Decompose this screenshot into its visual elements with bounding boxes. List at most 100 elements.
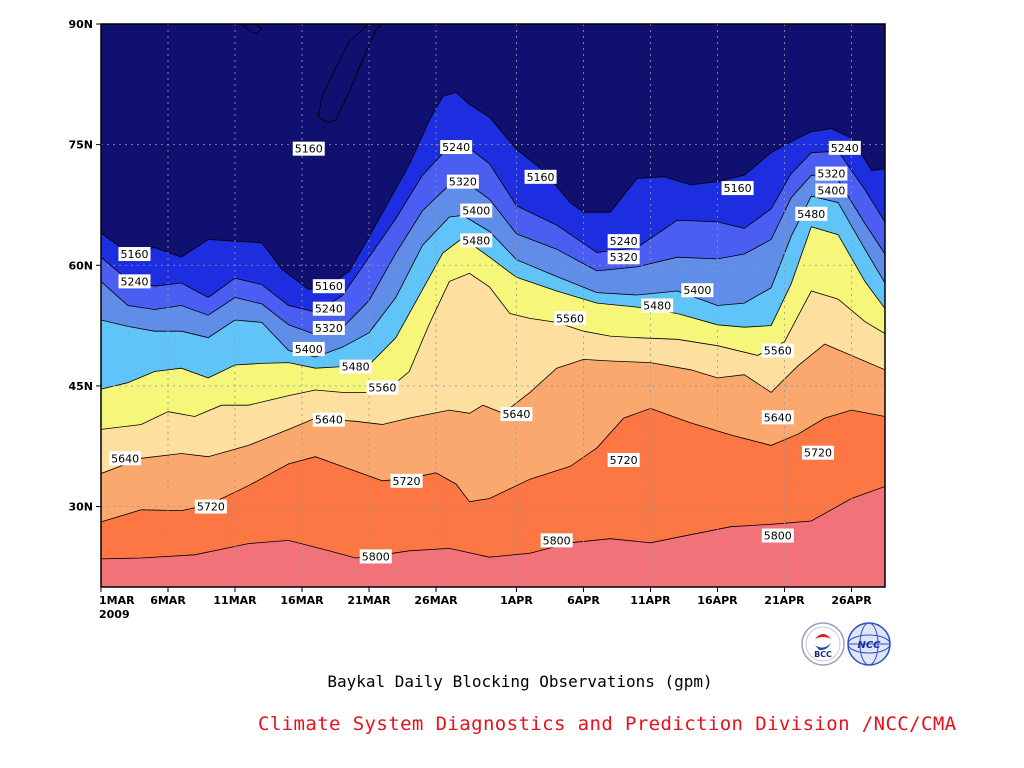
contour-label-bg [460, 203, 493, 218]
contour-label: 5240 [831, 142, 859, 155]
contour-line-5720 [101, 407, 885, 523]
contour-label: 5240 [610, 235, 638, 248]
contour-label-bg [194, 499, 227, 514]
contour-label-bg [681, 283, 714, 298]
contour-label-bg [292, 141, 325, 156]
contour-label-bg [118, 247, 151, 262]
contour-label: 5560 [556, 312, 584, 325]
contour-label-bg [795, 206, 828, 221]
x-tick-label: 1MAR [99, 594, 135, 607]
contour-label: 5480 [462, 234, 490, 247]
x-tick-label: 16MAR [280, 594, 324, 607]
x-tick-label: 16APR [697, 594, 738, 607]
contour-label-bg [292, 341, 325, 356]
contour-label-bg [815, 166, 848, 181]
contour-line-5160 [317, 24, 383, 123]
contour-fill-5160 [318, 24, 383, 123]
contour-label-bg [828, 140, 861, 155]
contour-label: 5560 [764, 345, 792, 358]
contour-label: 5320 [817, 168, 845, 181]
y-tick-label: 75N [68, 139, 93, 152]
contour-label: 5240 [121, 275, 149, 288]
contour-label: 5720 [393, 475, 421, 488]
svg-text:NCC: NCC [857, 640, 881, 651]
contour-label-bg [554, 311, 587, 326]
contour-label: 5480 [342, 361, 370, 374]
contour-label-bg [359, 549, 392, 564]
contour-fill-5160 [241, 24, 262, 34]
bcc-logo: BCC [801, 622, 845, 666]
contour-label: 5400 [817, 184, 845, 197]
contour-label-bg [540, 533, 573, 548]
contour-label: 5400 [683, 284, 711, 297]
contour-label-bg [761, 410, 794, 425]
contour-label-bg [312, 301, 345, 316]
chart-caption: Baykal Daily Blocking Observations (gpm) [327, 672, 713, 691]
svg-text:BCC: BCC [814, 650, 832, 659]
contour-label-bg [312, 412, 345, 427]
contour-label-bg [446, 174, 479, 189]
contour-label: 5240 [442, 141, 470, 154]
contour-label: 5160 [724, 182, 752, 195]
x-year-label: 2009 [99, 608, 130, 621]
contour-label-bg [607, 234, 640, 249]
contour-fill-5160 [101, 24, 885, 290]
contour-label: 5160 [121, 248, 149, 261]
contour-label: 5320 [449, 176, 477, 189]
y-tick-label: 30N [68, 501, 93, 514]
x-tick-label: 11APR [630, 594, 671, 607]
contour-label: 5160 [295, 143, 323, 156]
contour-label-bg [801, 445, 834, 460]
axis-ticks: 1MAR 6MAR 11MAR 16MAR 21MAR 26MAR 1APR 6APR 11AP… [68, 18, 872, 621]
y-tick-label: 90N [68, 18, 93, 31]
contour-label: 5640 [315, 414, 343, 427]
contour-label-bg [607, 452, 640, 467]
contour-labels: 5160 5240 5640 5720 5160 5160 5240 5320 5400 5480… [109, 140, 861, 564]
contour-label: 5720 [804, 447, 832, 460]
contour-label: 5800 [362, 550, 390, 563]
contour-label-bg [761, 528, 794, 543]
contour-label-bg [312, 321, 345, 336]
contour-label: 5320 [610, 251, 638, 264]
plot-frame [100, 23, 886, 588]
contour-label: 5640 [764, 411, 792, 424]
contour-line-5640 [101, 343, 885, 474]
contour-label: 5400 [295, 343, 323, 356]
contour-label-bg [524, 169, 557, 184]
x-tick-label: 11MAR [213, 594, 257, 607]
y-tick-label: 60N [68, 259, 93, 272]
contour-label-bg [339, 359, 372, 374]
contour-label-bg [460, 233, 493, 248]
contour-label-bg [607, 250, 640, 265]
contour-label-bg [440, 140, 473, 155]
contour-label-bg [109, 451, 142, 466]
x-tick-label: 21MAR [347, 594, 391, 607]
blocking-contour-chart: 5160 5240 5640 5720 5160 5160 5240 5320 5400 5480… [68, 18, 886, 621]
y-tick-label: 45N [68, 380, 93, 393]
contour-label-bg [500, 407, 533, 422]
contour-label: 5720 [197, 501, 225, 514]
contour-label: 5240 [315, 303, 343, 316]
contour-label: 5480 [797, 208, 825, 221]
x-tick-label: 6APR [567, 594, 600, 607]
contour-label-bg [761, 343, 794, 358]
contour-label-bg [118, 274, 151, 289]
contour-label: 5800 [764, 530, 792, 543]
x-tick-label: 6MAR [150, 594, 186, 607]
contour-label-bg [366, 380, 399, 395]
grid-lines [101, 24, 885, 587]
contour-label: 5400 [462, 205, 490, 218]
contour-fills [101, 24, 885, 559]
x-tick-label: 21APR [764, 594, 805, 607]
contour-line-5800 [101, 486, 885, 560]
contour-label: 5640 [502, 408, 530, 421]
ncc-logo: NCC [847, 622, 891, 666]
contour-label: 5560 [368, 382, 396, 395]
contour-line-5160 [101, 91, 885, 290]
contour-label-bg [641, 298, 674, 313]
contour-label: 5160 [315, 280, 343, 293]
contour-label: 5320 [315, 322, 343, 335]
contour-label: 5800 [543, 534, 571, 547]
contour-label: 5480 [643, 300, 671, 313]
contour-label: 5160 [527, 171, 555, 184]
